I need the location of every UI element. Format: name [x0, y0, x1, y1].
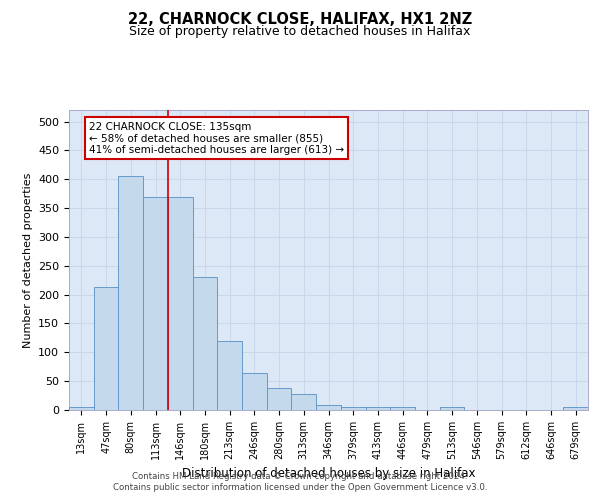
Bar: [563, 407, 588, 410]
Text: 22 CHARNOCK CLOSE: 135sqm
← 58% of detached houses are smaller (855)
41% of semi: 22 CHARNOCK CLOSE: 135sqm ← 58% of detac…: [89, 122, 344, 154]
Bar: [118, 176, 143, 410]
Bar: [267, 388, 292, 410]
Bar: [242, 372, 267, 410]
Bar: [94, 287, 118, 410]
Bar: [217, 341, 242, 410]
Bar: [193, 278, 217, 410]
Text: Size of property relative to detached houses in Halifax: Size of property relative to detached ho…: [130, 25, 470, 38]
Bar: [341, 407, 365, 410]
Bar: [143, 196, 168, 410]
Bar: [440, 407, 464, 410]
Text: Contains public sector information licensed under the Open Government Licence v3: Contains public sector information licen…: [113, 484, 487, 492]
X-axis label: Distribution of detached houses by size in Halifax: Distribution of detached houses by size …: [182, 468, 475, 480]
Bar: [69, 407, 94, 410]
Bar: [316, 406, 341, 410]
Bar: [168, 196, 193, 410]
Text: Contains HM Land Registry data © Crown copyright and database right 2024.: Contains HM Land Registry data © Crown c…: [132, 472, 468, 481]
Bar: [390, 407, 415, 410]
Y-axis label: Number of detached properties: Number of detached properties: [23, 172, 32, 348]
Text: 22, CHARNOCK CLOSE, HALIFAX, HX1 2NZ: 22, CHARNOCK CLOSE, HALIFAX, HX1 2NZ: [128, 12, 472, 28]
Bar: [365, 407, 390, 410]
Bar: [292, 394, 316, 410]
